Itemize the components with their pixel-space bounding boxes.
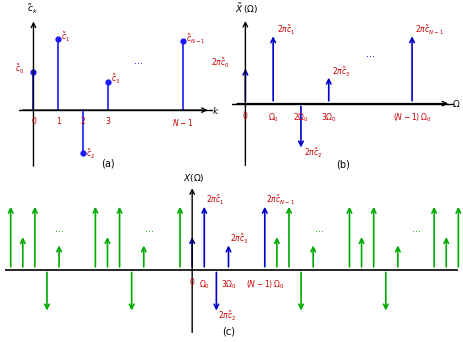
Text: ...: ... [55,224,63,234]
Text: $N-1$: $N-1$ [173,117,194,128]
Text: 0: 0 [31,117,36,126]
Text: $2\pi\tilde{c}_{N-1}$: $2\pi\tilde{c}_{N-1}$ [415,24,444,37]
Text: $\tilde{c}_{N-1}$: $\tilde{c}_{N-1}$ [186,32,206,45]
Text: ...: ... [366,49,375,59]
Text: $X(\Omega)$: $X(\Omega)$ [182,172,204,184]
Text: $2\pi\tilde{c}_1$: $2\pi\tilde{c}_1$ [276,24,295,37]
Text: (c): (c) [222,327,235,337]
Text: $\tilde{c}_1$: $\tilde{c}_1$ [62,30,70,43]
Text: $2\pi\tilde{c}_2$: $2\pi\tilde{c}_2$ [304,147,323,160]
Text: 3: 3 [106,117,111,126]
Text: (a): (a) [101,159,115,169]
Text: $\tilde{c}_k$: $\tilde{c}_k$ [27,2,38,16]
Text: ...: ... [412,224,420,234]
Text: $\tilde{c}_0$: $\tilde{c}_0$ [15,63,24,76]
Text: $2\pi\tilde{c}_2$: $2\pi\tilde{c}_2$ [218,310,237,323]
Text: $\Omega_0$: $\Omega_0$ [268,112,279,124]
Text: $(N-1)\,\Omega_0$: $(N-1)\,\Omega_0$ [246,278,284,290]
Text: $3\Omega_0$: $3\Omega_0$ [220,278,237,290]
Text: $2\pi\tilde{c}_1$: $2\pi\tilde{c}_1$ [206,194,225,207]
Text: $\Omega$: $\Omega$ [452,98,461,109]
Text: ...: ... [315,224,324,234]
Text: $2\pi\tilde{c}_{N-1}$: $2\pi\tilde{c}_{N-1}$ [266,194,295,207]
Text: $k$: $k$ [212,105,219,116]
Text: $2\pi\tilde{c}_3$: $2\pi\tilde{c}_3$ [332,66,351,79]
Text: 1: 1 [56,117,61,126]
Text: 2: 2 [81,117,86,126]
Text: 0: 0 [243,112,248,121]
Text: $2\pi\tilde{c}_3$: $2\pi\tilde{c}_3$ [230,233,249,246]
Text: 0: 0 [190,278,194,287]
Text: (b): (b) [336,159,350,169]
Text: $\tilde{c}_3$: $\tilde{c}_3$ [111,73,120,86]
Text: ...: ... [145,224,154,234]
Text: $2\pi\tilde{c}_0$: $2\pi\tilde{c}_0$ [211,56,230,70]
Text: $(N-1)\,\Omega_0$: $(N-1)\,\Omega_0$ [393,112,431,124]
Text: $2\Omega_0$: $2\Omega_0$ [293,112,309,124]
Text: $\tilde{c}_2$: $\tilde{c}_2$ [86,148,95,161]
Text: ...: ... [134,56,143,66]
Text: $3\Omega_0$: $3\Omega_0$ [321,112,337,124]
Text: $\Omega_0$: $\Omega_0$ [199,278,210,290]
Text: $\tilde{X}\,(\Omega)$: $\tilde{X}\,(\Omega)$ [235,2,258,16]
